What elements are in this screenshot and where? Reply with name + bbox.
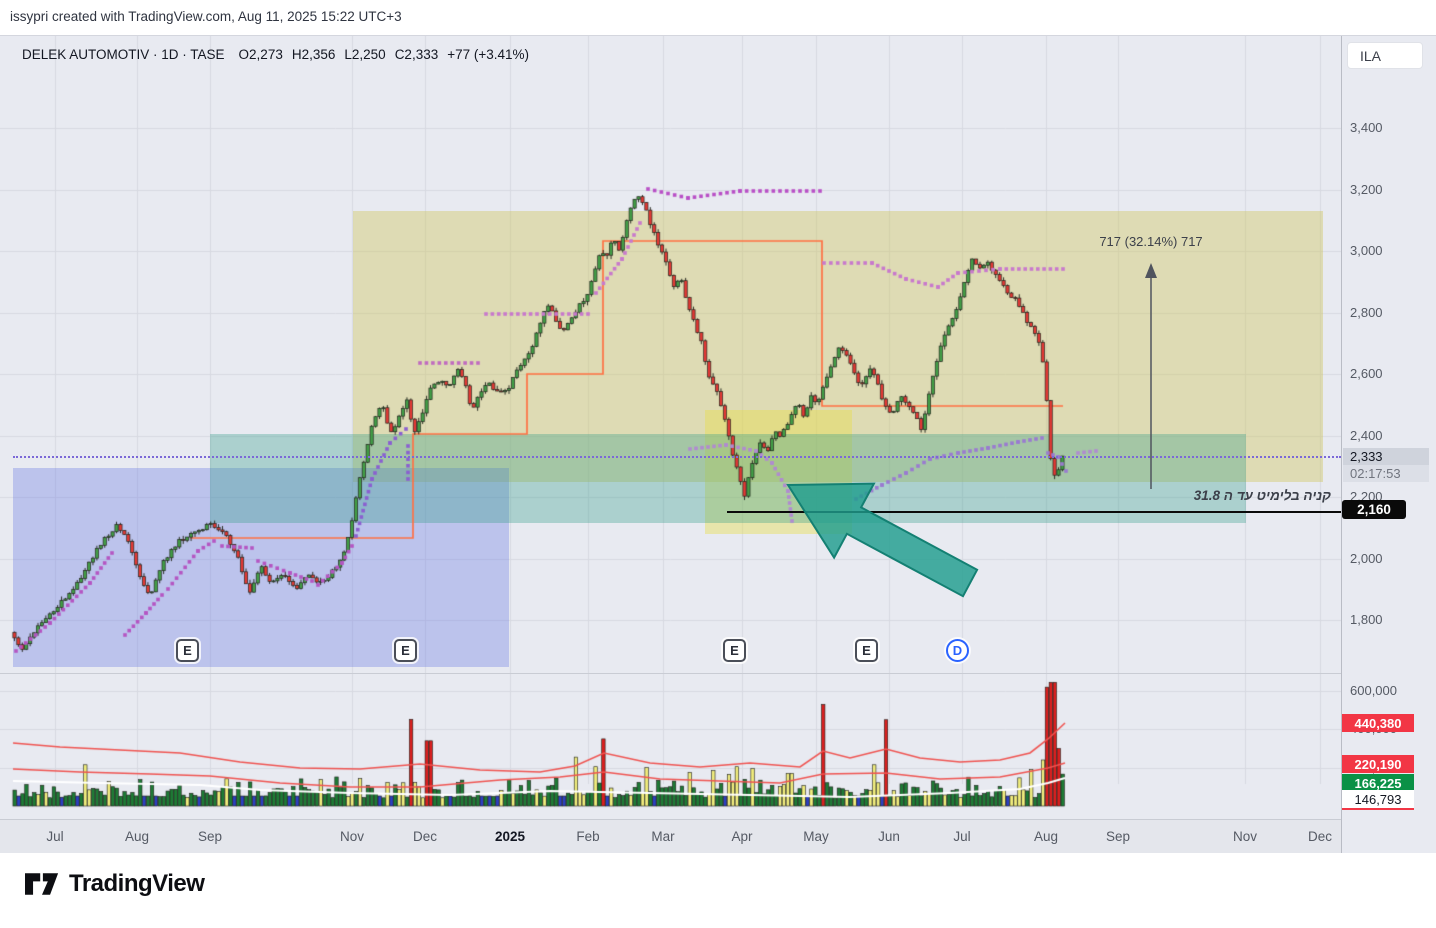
time-label: Jun [878, 829, 900, 844]
time-label: Apr [731, 829, 753, 844]
last-price-value: 2,333 [1343, 448, 1429, 465]
drawing-overlay [786, 263, 1157, 598]
time-label: Dec [1307, 829, 1333, 844]
attribution-text: issypri created with TradingView.com, Au… [10, 9, 402, 24]
big-teal-arrow[interactable] [786, 482, 979, 598]
price-tick: 3,200 [1350, 181, 1383, 197]
time-label: Aug [124, 829, 150, 844]
event-marker-d[interactable]: D [946, 639, 969, 662]
price-tick: 1,800 [1350, 612, 1383, 627]
price-tick: 3,400 [1350, 120, 1383, 135]
price-tick: 2,400 [1350, 427, 1383, 443]
tradingview-logo-text: TradingView [69, 870, 205, 897]
price-axis[interactable]: ILA 2,333 02:17:53 2,160 3,400 3,200 3,000… [1341, 36, 1436, 853]
time-label: Nov [339, 829, 365, 844]
time-label: Feb [576, 829, 600, 844]
event-marker-e[interactable]: E [176, 639, 199, 662]
time-axis[interactable]: Jul Aug Sep Nov Dec 2025 Feb Mar Apr May Jun Jul Aug… [0, 819, 1341, 853]
legend-open: O2,273 [238, 47, 283, 62]
volume-badge: 146,793 [1342, 790, 1414, 810]
pane-separator[interactable] [0, 673, 1436, 674]
last-price-label: 2,333 02:17:53 [1343, 448, 1429, 482]
measure-arrow[interactable] [1145, 263, 1157, 489]
tradingview-logo[interactable]: TradingView [25, 870, 205, 898]
hebrew-note[interactable]: קניה בלימיט עד ה 31.8 [1193, 488, 1331, 503]
plot-pane[interactable]: DELEK AUTOMOTIV · 1D · TASE O2,273 H2,356 L… [0, 36, 1341, 853]
level-price-label: 2,160 [1342, 500, 1406, 519]
event-marker-e[interactable]: E [394, 639, 417, 662]
attribution-bar: issypri created with TradingView.com, Au… [0, 0, 1436, 35]
price-tick: 3,000 [1350, 243, 1383, 258]
bar-countdown: 02:17:53 [1343, 465, 1429, 482]
time-label: Dec [412, 829, 438, 844]
measure-label[interactable]: 717 (32.14%) 717 [1099, 234, 1203, 249]
time-label: 2025 [494, 829, 526, 844]
time-label: Sep [197, 829, 223, 844]
volume-badge: 166,225 [1342, 774, 1414, 792]
time-label: Aug [1033, 829, 1059, 844]
volume-tick: 600,000 [1350, 682, 1397, 698]
legend-high: H2,356 [291, 47, 336, 62]
event-marker-e[interactable]: E [855, 639, 878, 662]
tradingview-logo-icon [25, 873, 59, 895]
limit-level-line[interactable] [727, 511, 1341, 513]
chart-area[interactable]: DELEK AUTOMOTIV · 1D · TASE O2,273 H2,356 L… [0, 35, 1436, 853]
price-volume-canvas[interactable] [0, 36, 1341, 853]
time-label: Jul [953, 829, 971, 844]
legend-low: L2,250 [344, 47, 386, 62]
legend-close: C2,333 [394, 47, 439, 62]
legend-change: +77 (+3.41%) [447, 47, 530, 62]
symbol-legend[interactable]: DELEK AUTOMOTIV · 1D · TASE O2,273 H2,356 L… [22, 47, 538, 62]
currency-badge[interactable]: ILA [1347, 42, 1423, 69]
price-tick: 2,000 [1350, 550, 1383, 566]
event-marker-e[interactable]: E [723, 639, 746, 662]
volume-badge: 440,380 [1342, 714, 1414, 732]
time-label: Jul [46, 829, 64, 844]
volume-badge: 220,190 [1342, 755, 1414, 773]
time-label: Sep [1105, 829, 1131, 844]
time-label: May [803, 829, 829, 844]
price-tick: 2,800 [1350, 304, 1383, 320]
time-label: Mar [651, 829, 675, 844]
time-label: Nov [1232, 829, 1258, 844]
current-price-line[interactable] [13, 456, 1341, 458]
footer: TradingView [0, 852, 1436, 928]
symbol-title[interactable]: DELEK AUTOMOTIV · 1D · TASE [22, 47, 225, 62]
price-tick: 2,600 [1350, 366, 1383, 381]
